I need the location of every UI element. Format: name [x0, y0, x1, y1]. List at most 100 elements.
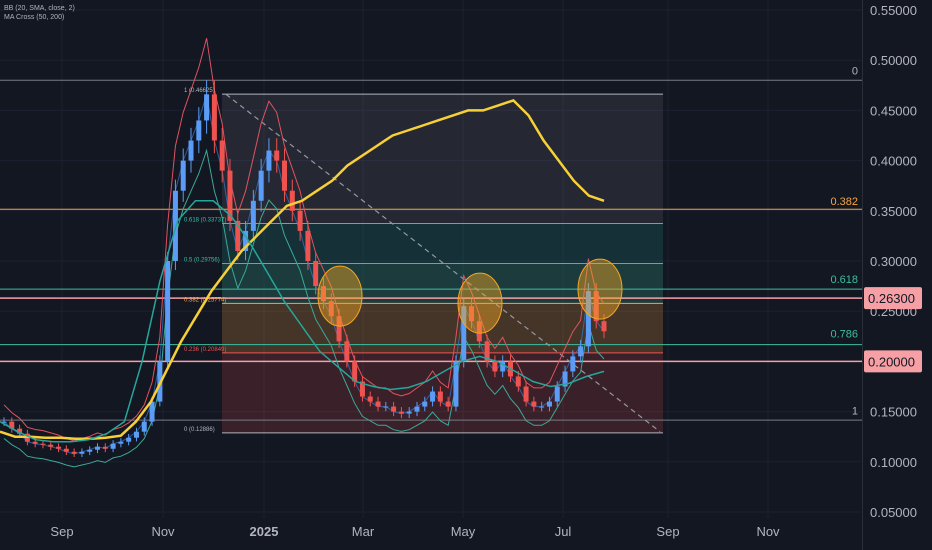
candle-body	[133, 431, 139, 438]
y-tick-label: 0.05000	[870, 505, 917, 520]
candle-body	[562, 371, 568, 387]
fib-inline-label: 1 (0.46625)	[184, 88, 215, 94]
candle-body	[578, 346, 584, 357]
candle-body	[359, 381, 365, 397]
candle-body	[305, 230, 311, 261]
candle-body	[219, 140, 225, 171]
x-tick-label: Jul	[555, 524, 572, 539]
fib-level-labels: 1 (0.46625) 0.618 (0.33737) 0.5 (0.29756) 0…	[184, 65, 858, 433]
candle-body	[274, 150, 280, 161]
y-tick-label: 0.55000	[870, 3, 917, 18]
fib-zone-0.618	[222, 223, 663, 264]
trendline-dashed	[225, 93, 661, 433]
price-scale-divider	[862, 0, 863, 550]
x-axis: Sep Nov 2025 Mar May Jul Sep Nov	[50, 524, 780, 539]
candle-body	[289, 190, 295, 211]
candle-body	[180, 160, 186, 191]
candle-body	[56, 446, 62, 449]
downtrend-line	[225, 93, 661, 433]
candle-body	[243, 230, 249, 251]
x-tick-label: Nov	[151, 524, 175, 539]
fib-right-label: 0.786	[830, 328, 858, 340]
candle-body	[344, 341, 350, 362]
candle-body	[554, 386, 560, 402]
candle-body	[445, 401, 451, 407]
y-tick-label: 0.40000	[870, 154, 917, 169]
fib-inline-label: 0.236 (0.20849)	[184, 347, 226, 353]
moving-averages	[0, 98, 605, 443]
candle-body	[235, 220, 241, 251]
fib-right-label: 0.382	[830, 196, 858, 208]
candle-body	[320, 286, 326, 302]
highlight-circle-1	[457, 272, 503, 334]
candle-body	[63, 448, 69, 452]
highlight-circle-2	[577, 258, 623, 320]
candle-body	[118, 441, 124, 444]
fib-right-label: 0	[852, 65, 858, 77]
candle-body	[523, 386, 529, 402]
fib-right-label: 1	[852, 406, 858, 418]
candle-body	[32, 441, 38, 444]
bb-lower-line	[3, 148, 605, 468]
candle-body	[188, 140, 194, 161]
y-tick-label: 0.50000	[870, 53, 917, 68]
legend-ma-cross[interactable]: MA Cross (50, 200)	[4, 14, 65, 21]
candle-body	[204, 94, 210, 121]
x-tick-label: May	[451, 524, 476, 539]
y-tick-label: 0.30000	[870, 254, 917, 269]
indicator-legend[interactable]: BB (20, SMA, close, 2) MA Cross (50, 200…	[4, 4, 75, 22]
candle-body	[406, 411, 412, 414]
candle-body	[391, 406, 397, 412]
candle-body	[79, 451, 85, 454]
candle-body	[313, 261, 319, 287]
price-tag-text: 0.20000	[868, 354, 915, 369]
candle-body	[1, 421, 7, 423]
highlight-circles	[317, 258, 623, 334]
y-tick-label: 0.15000	[870, 405, 917, 420]
candle-body	[48, 444, 54, 447]
candle-body	[297, 210, 303, 231]
candle-body	[593, 291, 599, 322]
candle-body	[266, 150, 272, 171]
candle-body	[336, 316, 342, 342]
x-tick-label: Nov	[756, 524, 780, 539]
fib-inline-label: 0 (0.12886)	[184, 427, 215, 433]
candle-body	[515, 376, 521, 387]
candle-body	[453, 361, 459, 407]
legend-bb[interactable]: BB (20, SMA, close, 2)	[4, 5, 75, 12]
price-tag-bg	[864, 350, 922, 373]
candle-body	[95, 446, 101, 450]
candle-body	[414, 406, 420, 412]
candle-body	[601, 321, 607, 332]
x-tick-label: Sep	[656, 524, 679, 539]
candle-body	[196, 120, 202, 141]
candle-body	[585, 291, 591, 347]
y-axis: 0.55000 0.50000 0.45000 0.40000 0.35000 0.300…	[870, 3, 917, 520]
candle-body	[250, 200, 256, 231]
fib-inline-label: 0.5 (0.29756)	[184, 257, 220, 263]
y-tick-label: 0.35000	[870, 204, 917, 219]
candle-body	[375, 401, 381, 407]
candle-body	[126, 437, 132, 442]
candle-body	[500, 361, 506, 372]
candle-body	[165, 261, 171, 362]
candle-body	[149, 401, 155, 422]
candle-body	[437, 391, 443, 402]
horizontal-lines	[0, 79, 862, 421]
candle-body	[282, 160, 288, 191]
price-tag-text: 0.26300	[868, 291, 915, 306]
candle-body	[17, 428, 23, 434]
candle-body	[40, 443, 46, 445]
candle-body	[352, 361, 358, 382]
price-tag-bg	[864, 287, 922, 310]
candle-body	[531, 401, 537, 407]
candle-body	[141, 421, 147, 432]
candle-body	[383, 406, 389, 408]
candle-body	[484, 341, 490, 362]
candle-body	[461, 306, 467, 362]
candle-body	[492, 361, 498, 372]
candle-body	[539, 406, 545, 408]
candle-body	[71, 451, 77, 454]
ma-50-line	[0, 200, 605, 443]
